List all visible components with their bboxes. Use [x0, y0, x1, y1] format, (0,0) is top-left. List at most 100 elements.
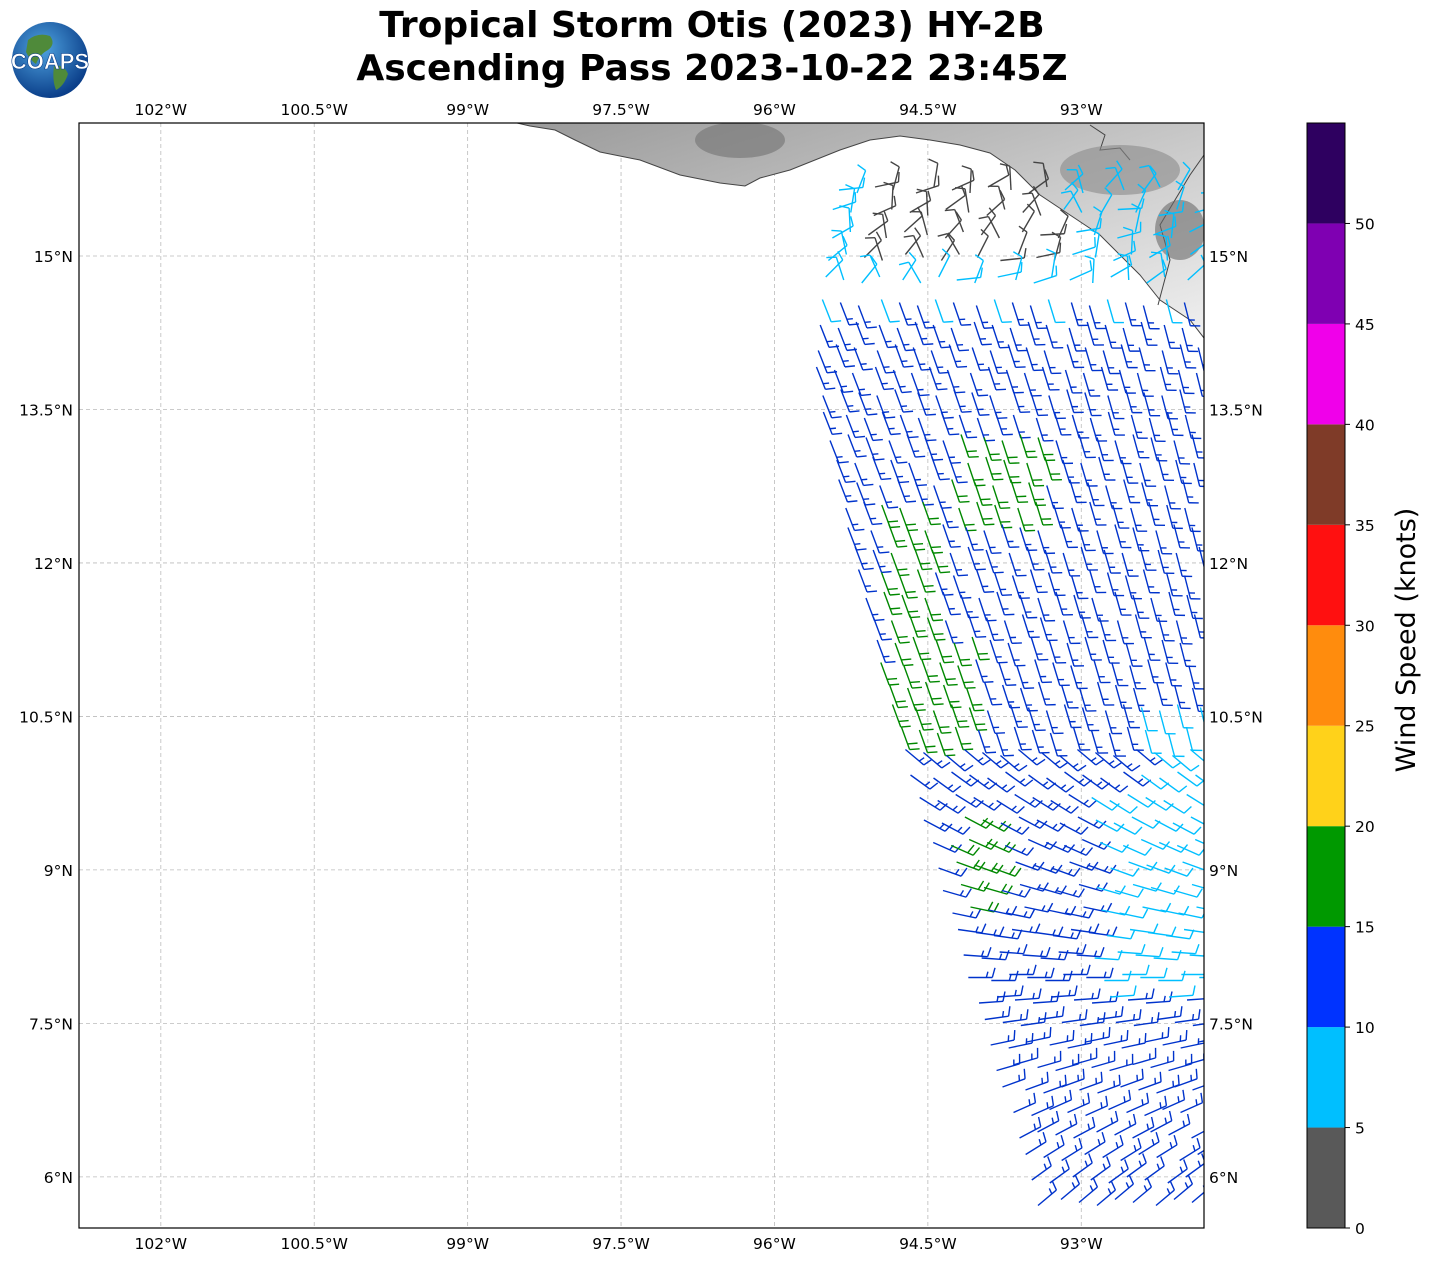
wind-barb	[968, 967, 996, 979]
wind-barb	[949, 552, 969, 577]
wind-barb	[1019, 434, 1038, 459]
wind-barb	[1156, 1074, 1180, 1094]
wind-barb	[1106, 572, 1125, 597]
wind-barb	[1063, 844, 1094, 856]
wind-barb	[996, 591, 1015, 616]
wind-barb	[1168, 1113, 1191, 1136]
colorbar-bin	[1307, 1027, 1345, 1128]
lon-tick-label-bottom: 97.5°W	[592, 1235, 650, 1253]
svg-text:COAPS: COAPS	[11, 49, 89, 74]
wind-barb	[837, 327, 857, 352]
wind-barb	[946, 369, 966, 394]
wind-barb	[1175, 180, 1185, 210]
wind-barb	[1048, 395, 1066, 420]
wind-barb	[1026, 462, 1045, 487]
wind-barb	[956, 859, 986, 871]
wind-barb	[1084, 636, 1102, 661]
wind-barb	[906, 687, 926, 712]
wind-barb	[1101, 905, 1131, 916]
wind-barb	[1185, 726, 1203, 752]
wind-barb	[1169, 985, 1196, 998]
wind-barb	[919, 796, 948, 811]
wind-barb	[951, 479, 970, 503]
wind-barb	[1109, 1053, 1134, 1072]
wind-barb	[1116, 620, 1134, 645]
wind-barb	[1113, 822, 1143, 835]
wind-barb	[986, 841, 1017, 853]
wind-barb	[986, 710, 1005, 734]
wind-barb	[1036, 819, 1066, 832]
wind-barb	[983, 530, 1002, 554]
wind-barb	[839, 302, 860, 326]
wind-barb	[1139, 546, 1157, 571]
wind-barb	[932, 710, 952, 734]
wind-barb	[944, 208, 965, 233]
wind-barb	[1044, 549, 1063, 574]
wind-barb	[1195, 774, 1204, 783]
wind-barb	[1051, 867, 1081, 877]
wind-barb	[1014, 793, 1043, 808]
wind-barb	[1173, 524, 1190, 549]
wind-barb	[1097, 1006, 1124, 1021]
wind-barb	[1049, 732, 1068, 757]
wind-barb	[997, 985, 1024, 998]
wind-barb	[1027, 707, 1046, 732]
wind-barb	[1029, 569, 1048, 594]
wind-barb	[1108, 732, 1126, 757]
wind-barb	[1051, 985, 1078, 998]
wind-barb	[1110, 867, 1140, 877]
wind-barb	[999, 944, 1028, 955]
wind-barb	[881, 504, 901, 529]
wind-barb	[1179, 1137, 1201, 1162]
wind-barb	[954, 726, 974, 751]
lat-tick-label-right: 13.5°N	[1209, 401, 1263, 419]
wind-barb	[1049, 1159, 1070, 1184]
wind-barb	[1005, 771, 1034, 787]
wind-barb	[878, 324, 898, 349]
wind-barb	[933, 777, 962, 793]
wind-barb	[1068, 793, 1097, 808]
wind-barb	[963, 748, 992, 766]
wind-barb	[1016, 665, 1035, 690]
wind-barb	[1012, 414, 1031, 439]
wind-barb	[1164, 485, 1181, 510]
wind-barb	[922, 501, 941, 526]
wind-barb	[1117, 221, 1142, 239]
wind-barb	[1066, 642, 1085, 667]
wind-barb	[1084, 255, 1095, 284]
lat-tick-label-left: 9°N	[44, 862, 73, 880]
wind-barb	[1135, 183, 1147, 213]
wind-barb	[1081, 838, 1112, 850]
wind-barb	[938, 867, 968, 877]
wind-barb	[1091, 597, 1109, 622]
wind-barb	[1037, 1180, 1058, 1207]
wind-barb	[1053, 411, 1072, 436]
wind-barb	[863, 501, 883, 526]
wind-barb	[890, 552, 910, 577]
wind-barb	[1117, 253, 1130, 281]
wind-barb	[945, 185, 966, 211]
colorbar-bin	[1307, 323, 1345, 425]
wind-barb	[915, 175, 940, 194]
wind-barb	[1158, 710, 1176, 735]
wind-barb	[1026, 1026, 1052, 1043]
wind-barb	[1072, 237, 1096, 256]
wind-barb	[1060, 190, 1083, 213]
wind-barb	[1165, 662, 1182, 687]
wind-barb	[1000, 822, 1030, 835]
colorbar-bin	[1307, 826, 1345, 927]
wind-barb	[950, 704, 970, 728]
wind-barb	[970, 901, 1000, 913]
wind-barb	[942, 888, 972, 898]
wind-barb	[1171, 944, 1200, 955]
wind-barb	[1030, 636, 1049, 661]
wind-barb	[881, 411, 901, 436]
wind-barb	[1156, 1134, 1178, 1159]
wind-barb	[939, 662, 958, 686]
wind-barb	[932, 841, 963, 853]
wind-barb	[1045, 324, 1064, 349]
wind-barb	[931, 456, 950, 481]
wind-barb	[845, 414, 866, 439]
wind-barb	[996, 799, 1025, 814]
lon-tick-label-bottom: 100.5°W	[281, 1235, 348, 1253]
